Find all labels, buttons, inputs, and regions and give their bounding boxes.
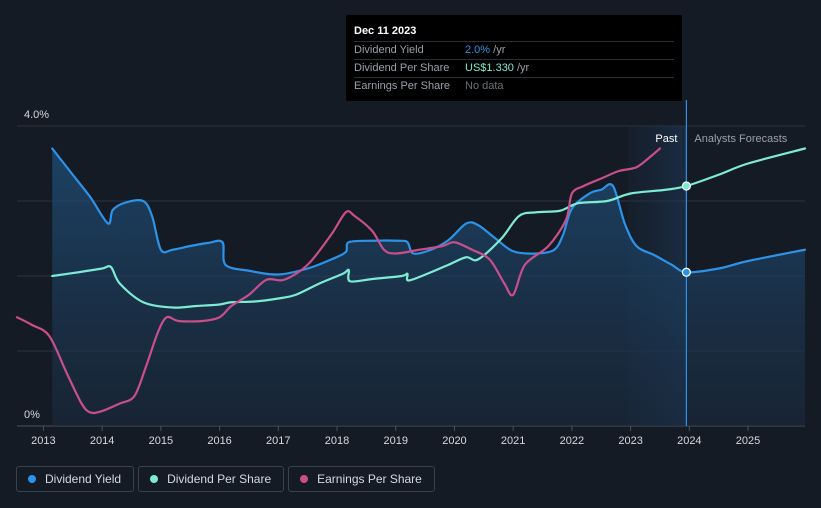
tooltip-unit: /yr (490, 44, 506, 56)
tooltip-number: US$1.330 (465, 62, 514, 74)
y-tick-label: 0% (24, 409, 40, 421)
forecast-label: Analysts Forecasts (694, 133, 787, 145)
legend-dot (300, 475, 309, 483)
x-tick-label: 2023 (618, 435, 642, 447)
legend-item-dividend-per-share[interactable]: Dividend Per Share (138, 466, 285, 492)
x-tick-label: 2015 (149, 435, 173, 447)
legend-label: Earnings Per Share (317, 472, 422, 486)
x-axis: 2013 2014 2015 2016 2017 2018 2019 2020 2021 2022… (31, 426, 760, 447)
tooltip: Dec 11 2023 Dividend Yield 2.0% /yr Divi… (346, 15, 682, 101)
tooltip-value: US$1.330 /yr (465, 60, 529, 77)
x-tick-label: 2021 (501, 435, 525, 447)
line-layer (15, 147, 807, 415)
x-tick-label: 2013 (31, 435, 55, 447)
tooltip-number: No data (465, 80, 504, 92)
legend-item-dividend-yield[interactable]: Dividend Yield (16, 466, 135, 492)
legend-label: Dividend Yield (45, 472, 122, 486)
x-tick-label: 2014 (90, 435, 114, 447)
tooltip-value: No data (465, 78, 504, 95)
tooltip-value: 2.0% /yr (465, 42, 505, 59)
x-tick-label: 2019 (383, 435, 407, 447)
tooltip-row-eps: Earnings Per Share No data (354, 77, 674, 95)
tooltip-row-yield: Dividend Yield 2.0% /yr (354, 41, 674, 59)
dividend-yield-area (52, 148, 806, 426)
marker-layer (681, 181, 691, 277)
x-tick-label: 2016 (207, 435, 231, 447)
tooltip-number: 2.0% (465, 44, 491, 56)
y-axis: 4.0% 0% (24, 109, 49, 421)
legend-label: Dividend Per Share (167, 472, 272, 486)
legend-item-earnings-per-share[interactable]: Earnings Per Share (288, 466, 435, 492)
tooltip-key: Earnings Per Share (354, 80, 450, 92)
y-tick-label: 4.0% (24, 109, 49, 121)
x-tick-label: 2022 (560, 435, 584, 447)
tooltip-row-dps: Dividend Per Share US$1.330 /yr (354, 59, 674, 77)
tooltip-key: Dividend Per Share (354, 62, 450, 74)
past-label: Past (655, 133, 677, 145)
dividend-per-share-line (51, 147, 807, 309)
legend-dot (28, 475, 36, 483)
tooltip-unit: /yr (513, 62, 530, 74)
legend: Dividend Yield Dividend Per Share Earnin… (16, 466, 435, 492)
legend-dot (150, 475, 159, 483)
x-tick-label: 2024 (677, 435, 701, 447)
tooltip-key: Dividend Yield (354, 44, 424, 56)
x-tick-label: 2020 (442, 435, 466, 447)
dividend-yield-line (51, 147, 807, 276)
dividend-per-share-marker (681, 181, 691, 191)
earnings-per-share-line (15, 147, 662, 415)
x-tick-label: 2018 (325, 435, 349, 447)
tooltip-date: Dec 11 2023 (354, 25, 417, 37)
x-tick-label: 2017 (266, 435, 290, 447)
area-layer (52, 148, 806, 426)
dividend-yield-marker (681, 267, 691, 277)
x-tick-label: 2025 (736, 435, 760, 447)
